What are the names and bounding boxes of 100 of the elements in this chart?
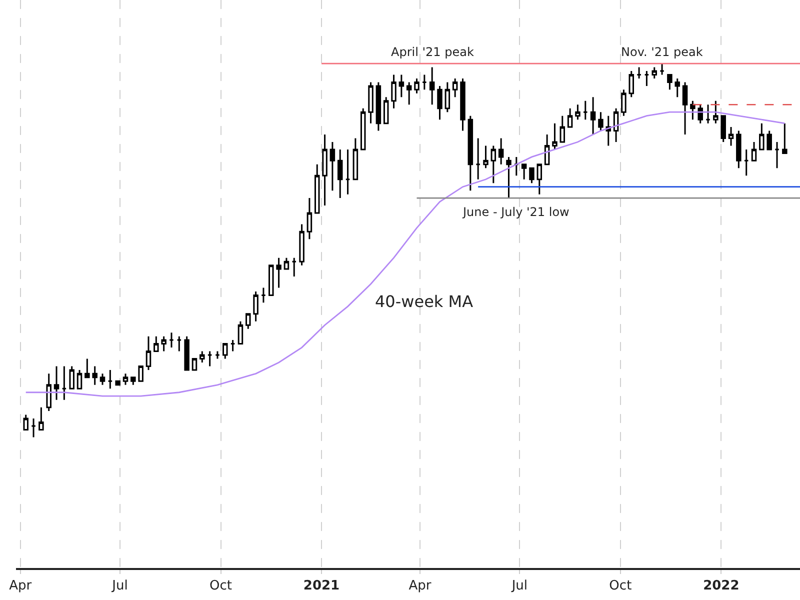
candlestick [69,365,74,390]
candlestick [62,365,67,401]
candlestick [452,78,458,98]
candlestick [115,380,120,386]
candlestick [253,290,258,322]
candlestick [84,358,90,378]
candlestick [376,81,382,132]
candlestick [460,78,466,132]
candlestick [567,108,573,128]
candlestick [705,104,711,124]
candlestick [514,156,520,176]
candlestick [154,336,159,352]
candlestick [299,223,304,266]
candlestick [176,336,182,352]
candlestick [560,115,566,143]
candlestick [774,141,780,169]
candlestick [613,108,619,143]
x-tick-label: Oct [210,578,232,594]
candlestick [475,138,481,180]
candlestick [391,74,396,110]
candlestick [766,130,772,150]
candlestick [23,414,28,430]
candlestick [276,257,282,288]
candlestick [628,70,634,98]
candlestick [544,134,550,166]
candlestick [260,286,266,304]
x-tick-label: Apr [408,578,432,594]
candlestick [322,134,328,206]
candlestick [713,100,718,124]
candlestick [122,372,128,386]
candlestick [720,115,726,143]
candlestick [437,85,442,120]
candlestick [330,141,336,192]
candlestick [521,164,527,180]
candlestick [92,365,98,386]
candlestick [100,372,106,386]
candlestick [444,81,450,113]
candlestick [759,122,764,150]
candlestick [230,339,236,352]
candlestick [506,156,512,199]
candlestick [536,164,542,196]
x-tick-label: 2021 [303,578,340,594]
candlestick [246,313,251,330]
candlestick [590,96,596,136]
candlestick [398,74,404,98]
candlestick [54,365,60,401]
candlestick [168,332,174,348]
candlestick [238,320,244,345]
candlestick [644,70,650,87]
candlestick [674,78,680,98]
candlestick [582,100,588,120]
candlestick [368,81,374,124]
candlestick [636,66,642,80]
candlestick [406,81,412,106]
candlestick [483,144,488,169]
candlestick [292,257,297,278]
candlestick [698,104,703,124]
candlestick [268,264,274,296]
candlestick [337,148,343,199]
candlestick [751,141,757,162]
candlestick [690,100,696,120]
candlestick [383,96,389,124]
candlestick [222,343,228,360]
candlestick [345,148,350,196]
candlestick [659,62,665,76]
candlestick [414,78,420,94]
x-tick-label: Jul [510,578,528,594]
candlestick [468,115,474,192]
x-tick-label: 2022 [703,578,740,594]
candlestick [214,350,220,360]
candlestick [192,358,198,371]
candlestick [130,376,136,386]
candlestick [360,108,366,150]
annotation: April '21 peak [391,45,474,59]
candlestick [575,104,580,120]
candlestick [207,350,212,367]
candlestick [606,115,612,146]
candlestick [552,122,558,150]
candlestick [184,336,190,371]
candlestick [429,66,435,106]
candlestick [38,406,44,430]
candlestick [76,369,82,390]
candlestick [284,257,290,270]
candlestick [161,336,166,352]
candlestick [782,122,788,154]
candlestick [200,350,205,364]
candlestick [667,74,672,90]
candlestick [46,372,52,412]
candlestick [422,74,428,90]
annotation: Nov. '21 peak [621,45,703,59]
x-tick-label: Apr [9,578,32,594]
candlestick [146,336,152,371]
candlestick [30,418,36,438]
candlestick [314,164,320,214]
candlestick [498,138,504,166]
x-tick-label: Jul [111,578,128,594]
candlestick [598,111,604,132]
annotation: 40-week MA [375,292,474,311]
candlestick [736,130,742,169]
candlestick [682,81,688,136]
